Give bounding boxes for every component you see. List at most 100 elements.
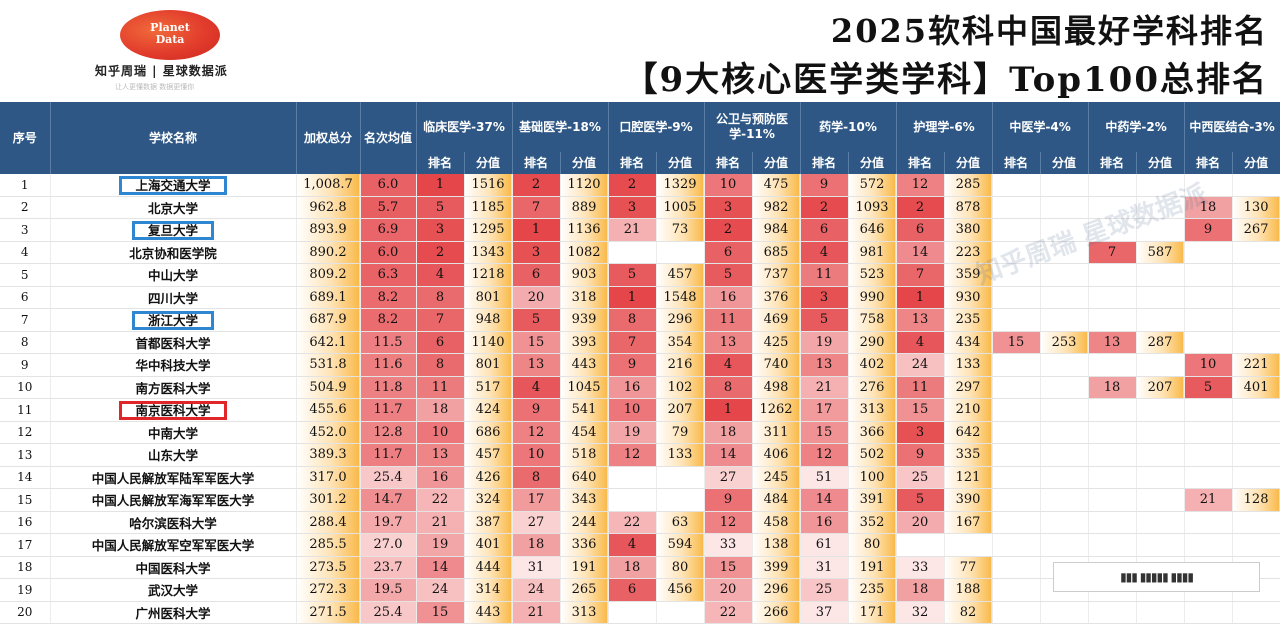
subject-score: 171 xyxy=(848,601,897,624)
subject-score: 79 xyxy=(656,421,705,444)
subject-rank xyxy=(608,601,657,624)
subject-score: 1185 xyxy=(464,196,513,219)
subject-score: 424 xyxy=(464,398,513,422)
school-name: 中南大学 xyxy=(147,425,198,441)
subject-rank: 18 xyxy=(416,398,465,422)
subject-score xyxy=(1232,263,1280,287)
subject-score: 518 xyxy=(560,443,609,467)
subject-rank: 16 xyxy=(416,466,465,489)
brand-tagline: 让人更懂数据 数据更懂你 xyxy=(115,83,195,91)
subject-rank: 7 xyxy=(896,263,945,287)
subject-score: 313 xyxy=(848,398,897,422)
subject-rank: 4 xyxy=(896,331,945,354)
col-avg-rank: 名次均值 xyxy=(360,102,417,174)
page-header: Planet Data 知乎周瑞 | 星球数据派 让人更懂数据 数据更懂你 20… xyxy=(0,0,1280,102)
subject-score: 82 xyxy=(944,601,993,624)
avg-rank: 14.7 xyxy=(360,488,417,512)
page-title: 2025软科中国最好学科排名 xyxy=(830,12,1268,50)
subject-rank: 10 xyxy=(608,398,657,422)
weighted-total: 273.5 xyxy=(296,556,361,579)
subject-rank: 13 xyxy=(800,353,849,377)
avg-rank: 19.5 xyxy=(360,578,417,602)
weighted-total: 271.5 xyxy=(296,601,361,624)
subject-score: 1295 xyxy=(464,218,513,242)
subject-score xyxy=(944,533,993,557)
school-name: 广州医科大学 xyxy=(135,605,211,621)
subject-rank: 27 xyxy=(512,511,561,534)
subject-rank xyxy=(1184,241,1233,264)
subject-score: 426 xyxy=(464,466,513,489)
subject-rank xyxy=(992,398,1041,422)
subject-score: 401 xyxy=(1232,376,1280,399)
subject-rank: 9 xyxy=(1184,218,1233,242)
subject-rank xyxy=(992,196,1041,219)
school-name: 浙江大学 xyxy=(131,311,215,331)
subject-rank xyxy=(1184,511,1233,534)
row-index: 2 xyxy=(0,196,51,219)
subject-rank xyxy=(992,308,1041,332)
school-name-cell: 四川大学 xyxy=(50,286,297,309)
subject-score: 244 xyxy=(560,511,609,534)
table-row: 14 中国人民解放军陆军军医大学 317.0 25.4 16 426 8 640 27 245 51… xyxy=(0,466,1280,489)
subject-score: 1343 xyxy=(464,241,513,264)
school-name: 中国人民解放军海军军医大学 xyxy=(91,493,255,509)
group-integrated: 中西医结合-3% xyxy=(1184,102,1280,152)
school-name: 四川大学 xyxy=(147,290,198,306)
subject-rank: 5 xyxy=(416,196,465,219)
subcol-score: 分值 xyxy=(944,152,993,174)
school-name: 上海交通大学 xyxy=(119,176,227,195)
subject-score: 80 xyxy=(656,556,705,579)
brand-subtitle: 知乎周瑞 | 星球数据派 xyxy=(95,64,228,78)
weighted-total: 893.9 xyxy=(296,218,361,242)
subject-rank: 17 xyxy=(512,488,561,512)
table-row: 1 上海交通大学 1,008.7 6.0 1 1516 2 1120 2 1329 10 475 9 57… xyxy=(0,174,1280,197)
weighted-total: 272.3 xyxy=(296,578,361,602)
subject-score: 401 xyxy=(464,533,513,557)
avg-rank: 23.7 xyxy=(360,556,417,579)
school-name-cell: 中南大学 xyxy=(50,421,297,444)
subject-rank xyxy=(1184,398,1233,422)
weighted-total: 890.2 xyxy=(296,241,361,264)
subject-rank xyxy=(992,376,1041,399)
subject-score: 188 xyxy=(944,578,993,602)
subject-rank: 12 xyxy=(608,443,657,467)
subject-rank: 7 xyxy=(1088,241,1137,264)
subject-score: 191 xyxy=(848,556,897,579)
subject-rank xyxy=(992,443,1041,467)
subject-rank: 5 xyxy=(704,263,753,287)
row-index: 11 xyxy=(0,398,51,422)
subject-score: 878 xyxy=(944,196,993,219)
table-row: 19 武汉大学 272.3 19.5 24 314 24 265 6 456 20 296 25 235 1… xyxy=(0,578,1280,602)
group-basic: 基础医学-18% xyxy=(512,102,609,152)
subject-rank: 31 xyxy=(512,556,561,579)
subject-rank: 9 xyxy=(704,488,753,512)
subject-score: 523 xyxy=(848,263,897,287)
subject-rank xyxy=(992,533,1041,557)
subject-rank xyxy=(992,241,1041,264)
subject-score xyxy=(1232,241,1280,264)
subject-score: 266 xyxy=(752,601,801,624)
subject-rank xyxy=(1184,601,1233,624)
subject-score: 235 xyxy=(944,308,993,332)
subject-rank: 9 xyxy=(512,398,561,422)
subject-rank: 22 xyxy=(704,601,753,624)
school-name: 中国人民解放军陆军军医大学 xyxy=(91,470,255,486)
row-index: 6 xyxy=(0,286,51,309)
subject-rank: 18 xyxy=(704,421,753,444)
subject-rank: 11 xyxy=(800,263,849,287)
subject-score: 314 xyxy=(464,578,513,602)
subject-score: 737 xyxy=(752,263,801,287)
subject-rank: 51 xyxy=(800,466,849,489)
subject-score: 444 xyxy=(464,556,513,579)
col-weighted: 加权总分 xyxy=(296,102,361,174)
avg-rank: 8.2 xyxy=(360,308,417,332)
subject-score: 594 xyxy=(656,533,705,557)
subject-rank: 20 xyxy=(704,578,753,602)
subject-rank: 7 xyxy=(512,196,561,219)
subject-rank xyxy=(1088,533,1137,557)
subject-rank: 18 xyxy=(608,556,657,579)
subject-rank: 2 xyxy=(800,196,849,219)
table-row: 9 华中科技大学 531.8 11.6 8 801 13 443 9 216 4 740 13 402 24… xyxy=(0,353,1280,377)
subject-score: 335 xyxy=(944,443,993,467)
subject-score: 133 xyxy=(656,443,705,467)
